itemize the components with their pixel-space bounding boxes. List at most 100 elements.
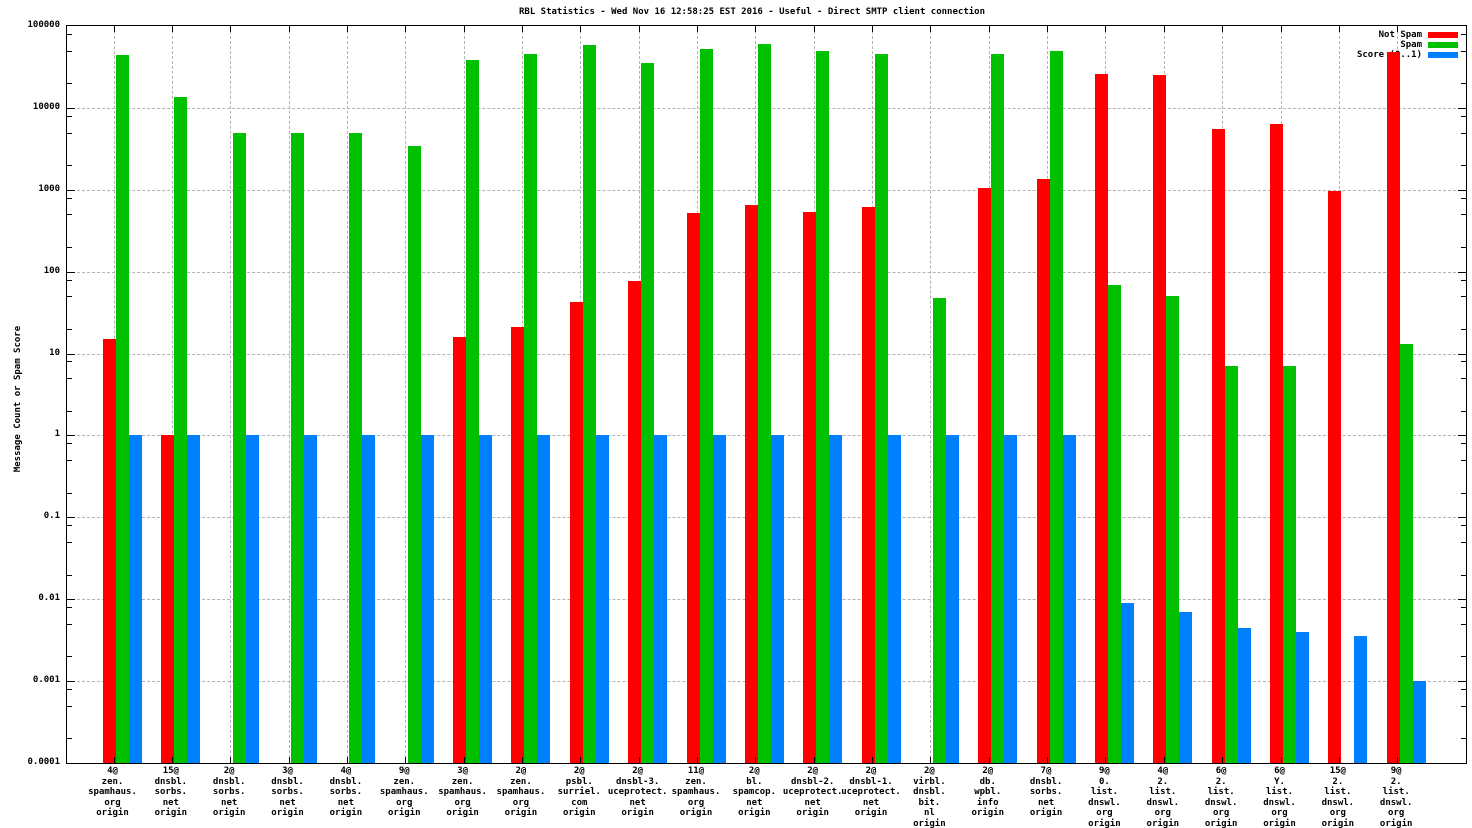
x-tick-label-line: 2. <box>1390 776 1402 787</box>
bar-not-spam <box>861 206 875 763</box>
y-tick-major-right <box>1458 353 1466 355</box>
x-tick-top <box>1280 26 1282 32</box>
x-tick-label: 4@ 2. list. dnswl. org origin <box>1128 766 1198 828</box>
legend-label-spam: Spam <box>1400 40 1422 50</box>
y-tick-minor-left <box>67 214 72 216</box>
x-tick-label-line: net <box>337 797 355 808</box>
x-tick-bottom <box>580 757 582 763</box>
x-tick-bottom <box>1163 757 1165 763</box>
x-tick-label-line: dnsbl-1. <box>849 776 893 787</box>
bar-score-0-1- <box>537 435 551 763</box>
bar-score-0-1- <box>1120 602 1134 763</box>
x-tick-label-line: origin <box>387 808 421 818</box>
bar-score-0-1- <box>1296 631 1309 763</box>
bar-spam <box>932 297 946 763</box>
x-tick-label-line: 4@ <box>340 766 352 776</box>
x-tick-label-line: sorbs. <box>1029 787 1063 797</box>
x-tick-label-line: 4@ <box>1157 766 1169 776</box>
x-tick-label-line: 2@ <box>632 766 644 776</box>
bar-not-spam <box>569 301 583 763</box>
y-tick-major-right <box>1458 681 1466 683</box>
x-tick-label-line: dnswl. <box>1321 797 1355 808</box>
y-tick-minor-left <box>67 83 72 85</box>
x-tick-top <box>463 26 465 32</box>
x-tick-label-line: 2@ <box>982 766 994 776</box>
y-tick-minor-left <box>67 378 72 380</box>
x-tick-label: 3@ zen. spamhaus. org origin <box>428 766 498 819</box>
bar-score-0-1- <box>129 435 142 763</box>
x-tick-label-line: origin <box>329 808 363 818</box>
x-tick-label-line: origin <box>563 808 596 818</box>
y-tick-minor-right <box>1461 705 1466 707</box>
bar-score-0-1- <box>1004 435 1018 763</box>
y-tick-minor-right <box>1461 410 1466 412</box>
y-tick-major-left <box>67 271 75 273</box>
x-tick-bottom <box>988 757 990 763</box>
y-tick-minor-right <box>1461 296 1466 298</box>
x-tick-label: 2@ psbl. surriel. com origin <box>544 766 614 819</box>
x-tick-label-line: origin <box>504 808 538 818</box>
bar-not-spam <box>686 213 700 763</box>
y-tick-minor-right <box>1461 115 1466 117</box>
x-tick-bottom <box>521 757 523 763</box>
x-tick-top <box>1338 26 1340 32</box>
y-tick-label: 0.0001 <box>27 757 60 767</box>
x-tick-label-line: org <box>454 797 471 808</box>
y-tick-minor-right <box>1461 361 1466 363</box>
y-tick-minor-right <box>1461 525 1466 527</box>
x-tick-label-line: org <box>1271 808 1288 818</box>
x-tick-bottom <box>755 757 757 763</box>
bar-score-0-1- <box>1354 635 1368 763</box>
x-grid-line <box>230 26 232 763</box>
x-tick-label: 2@ zen. spamhaus. org origin <box>486 766 556 819</box>
x-tick-label: 2@ dnsbl. sorbs. net origin <box>194 766 264 819</box>
x-tick-label-line: origin <box>96 808 129 818</box>
x-tick-top <box>930 26 932 32</box>
y-tick-minor-left <box>67 247 72 249</box>
x-tick-bottom <box>638 757 640 763</box>
y-tick-minor-left <box>67 656 72 658</box>
x-tick-label-line: org <box>512 797 530 808</box>
bar-not-spam <box>1270 123 1283 763</box>
bar-not-spam <box>978 188 992 763</box>
x-tick-label-line: uceprotect. <box>841 787 901 797</box>
x-tick-label-line: 2. <box>1157 776 1169 787</box>
x-tick-top <box>813 26 815 32</box>
x-tick-label-line: nl <box>923 808 935 818</box>
y-tick-minor-left <box>67 623 72 625</box>
x-tick-label-line: uceprotect. <box>607 787 668 797</box>
x-tick-label-line: com <box>571 797 588 808</box>
x-tick-bottom <box>1222 757 1224 763</box>
x-tick-label: 2@ dnsbl-2. uceprotect. net origin <box>778 766 848 819</box>
x-tick-label-line: zen. <box>393 776 416 787</box>
bar-not-spam <box>103 339 116 763</box>
x-tick-bottom <box>1280 757 1282 763</box>
x-tick-top <box>1047 26 1049 32</box>
x-tick-top <box>171 26 173 32</box>
x-tick-bottom <box>1397 757 1399 763</box>
x-grid-line <box>288 26 290 763</box>
y-tick-major-left <box>67 353 75 355</box>
x-grid-line <box>930 26 932 763</box>
x-tick-label-line: list. <box>1207 787 1235 797</box>
bar-spam <box>407 146 421 763</box>
y-tick-major-left <box>67 599 75 601</box>
x-tick-top <box>1222 26 1224 32</box>
x-tick-label-line: virbl. <box>913 776 946 787</box>
x-tick-label: 11@ zen. spamhaus. org origin <box>661 766 731 819</box>
x-tick-label: 2@ bl. spamcop. net origin <box>719 766 789 819</box>
y-tick-minor-right <box>1461 165 1466 167</box>
legend-swatch-not-spam <box>1428 32 1458 38</box>
y-tick-label: 1 <box>54 429 60 440</box>
bar-not-spam <box>1386 52 1400 763</box>
x-tick-label-line: 2@ <box>223 766 235 776</box>
y-tick-major-left <box>67 435 75 437</box>
x-tick-label-line: 6@ <box>1274 766 1285 776</box>
x-tick-label-line: spamhaus. <box>496 787 546 797</box>
x-tick-label-line: origin <box>796 808 829 818</box>
x-tick-label-line: 4@ <box>107 766 118 776</box>
x-tick-label-line: spamcop. <box>732 787 777 797</box>
x-tick-label: 6@ Y. list. dnswl. org origin <box>1245 766 1315 828</box>
x-tick-label-line: 2@ <box>748 766 760 776</box>
bar-spam <box>1224 366 1238 763</box>
